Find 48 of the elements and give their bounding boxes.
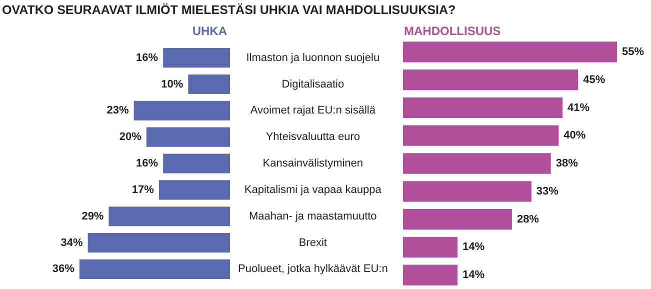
bar xyxy=(403,208,512,230)
data-label: 33% xyxy=(536,185,559,198)
data-label: 41% xyxy=(568,102,590,114)
bar xyxy=(88,232,230,253)
data-label: 20% xyxy=(119,131,142,144)
y-tick-label: Ilmaston ja luonnon suojelu xyxy=(246,52,380,64)
data-label: 16% xyxy=(136,52,158,64)
bar xyxy=(188,74,230,94)
y-tick-label: Maahan- ja maastamuutto xyxy=(249,210,377,222)
y-tick-label: Puolueet, jotka hylkäävät EU:n xyxy=(238,263,388,276)
bar xyxy=(403,181,532,202)
y-tick-label: Kansainvälistyminen xyxy=(262,158,364,170)
bar xyxy=(403,236,458,258)
bar xyxy=(403,97,563,118)
bar xyxy=(158,180,230,200)
series-label: UHKA xyxy=(192,24,227,38)
data-label: 55% xyxy=(622,46,644,58)
y-tick-label: Avoimet rajat EU:n sisällä xyxy=(250,104,376,117)
bar xyxy=(146,127,230,147)
bar xyxy=(403,70,578,90)
data-label: 38% xyxy=(556,158,578,170)
y-tick-label: Digitalisaatio xyxy=(282,78,344,90)
data-label: 16% xyxy=(136,158,158,170)
bar xyxy=(108,206,230,226)
bar xyxy=(134,100,230,120)
data-label: 36% xyxy=(52,263,75,276)
data-label: 40% xyxy=(564,130,586,142)
series-label: MAHDOLLISUUS xyxy=(404,24,501,38)
chart-title: OVATKO SEURAAVAT ILMIÖT MIELESTÄSI UHKIA VAI MAHDOLLISUUKSIA? xyxy=(2,3,456,17)
bar xyxy=(163,48,230,68)
y-tick-label: Yhteisvaluutta euro xyxy=(266,131,360,144)
bar xyxy=(403,125,559,146)
data-label: 17% xyxy=(132,184,154,196)
bar xyxy=(79,259,230,279)
data-label: 14% xyxy=(462,269,485,282)
data-label: 14% xyxy=(462,241,485,254)
data-label: 29% xyxy=(82,210,104,222)
data-label: 28% xyxy=(516,213,540,226)
data-label: 45% xyxy=(583,74,606,86)
y-tick-label: Kapitalismi ja vapaa kauppa xyxy=(244,184,382,196)
bar xyxy=(403,42,617,62)
bar xyxy=(403,264,458,286)
y-tick-label: Brexit xyxy=(298,236,327,249)
data-label: 34% xyxy=(60,236,84,249)
data-label: 10% xyxy=(161,78,184,90)
bar xyxy=(403,153,551,174)
data-label: 23% xyxy=(106,104,130,117)
bar xyxy=(163,154,230,174)
